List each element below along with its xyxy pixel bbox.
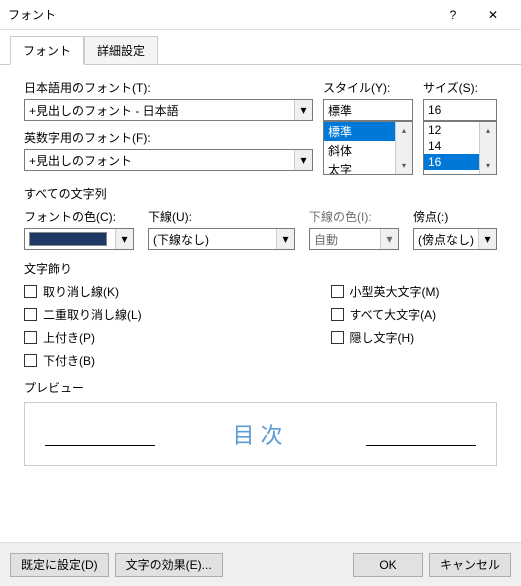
font-color-label: フォントの色(C): xyxy=(24,208,134,225)
chevron-down-icon[interactable]: ▾ xyxy=(276,229,294,249)
underline-combo[interactable]: (下線なし) ▾ xyxy=(148,228,295,250)
jp-font-combo[interactable]: +見出しのフォント - 日本語 ▾ xyxy=(24,99,313,121)
size-input[interactable]: 16 xyxy=(423,99,497,121)
content: 日本語用のフォント(T): +見出しのフォント - 日本語 ▾ 英数字用のフォン… xyxy=(0,65,521,476)
chk-smallcaps[interactable]: 小型英大文字(M) xyxy=(331,283,498,300)
size-label: サイズ(S): xyxy=(423,79,497,96)
chevron-down-icon[interactable]: ▾ xyxy=(478,229,496,249)
color-swatch xyxy=(29,232,107,246)
preview-line xyxy=(366,445,476,446)
underline-color-combo: 自動 ▾ xyxy=(309,228,399,250)
tab-font[interactable]: フォント xyxy=(10,36,84,65)
size-listbox[interactable]: 12 14 16 ▴▾ xyxy=(423,121,497,175)
checkbox-icon xyxy=(24,354,37,367)
scrollbar[interactable]: ▴▾ xyxy=(395,122,412,174)
chk-subscript[interactable]: 下付き(B) xyxy=(24,352,191,369)
emphasis-label: 傍点(:) xyxy=(413,208,497,225)
titlebar: フォント ? ✕ xyxy=(0,0,521,30)
scrollbar[interactable]: ▴▾ xyxy=(479,122,496,174)
chk-superscript[interactable]: 上付き(P) xyxy=(24,329,191,346)
scroll-down-icon[interactable]: ▾ xyxy=(480,157,496,174)
text-effects-button[interactable]: 文字の効果(E)... xyxy=(115,553,223,577)
chk-strikethrough[interactable]: 取り消し線(K) xyxy=(24,283,191,300)
tab-advanced[interactable]: 詳細設定 xyxy=(84,36,158,64)
jp-font-value: +見出しのフォント - 日本語 xyxy=(29,102,179,119)
cancel-button[interactable]: キャンセル xyxy=(429,553,511,577)
scroll-up-icon[interactable]: ▴ xyxy=(396,122,412,139)
style-input[interactable]: 標準 xyxy=(323,99,413,121)
scroll-up-icon[interactable]: ▴ xyxy=(480,122,496,139)
chk-allcaps[interactable]: すべて大文字(A) xyxy=(331,306,498,323)
underline-color-label: 下線の色(I): xyxy=(309,208,399,225)
jp-font-label: 日本語用のフォント(T): xyxy=(24,79,313,96)
help-button[interactable]: ? xyxy=(433,0,473,30)
scroll-down-icon[interactable]: ▾ xyxy=(396,157,412,174)
dialog-title: フォント xyxy=(8,6,433,23)
chk-dbl-strikethrough[interactable]: 二重取り消し線(L) xyxy=(24,306,191,323)
preview-box: 目次 xyxy=(24,402,497,466)
set-default-button[interactable]: 既定に設定(D) xyxy=(10,553,109,577)
ok-button[interactable]: OK xyxy=(353,553,423,577)
footer: 既定に設定(D) 文字の効果(E)... OK キャンセル xyxy=(0,542,521,586)
chevron-down-icon[interactable]: ▾ xyxy=(294,150,312,170)
emphasis-combo[interactable]: (傍点なし) ▾ xyxy=(413,228,497,250)
style-label: スタイル(Y): xyxy=(323,79,413,96)
style-listbox[interactable]: 標準 斜体 太字 ▴▾ xyxy=(323,121,413,175)
checkbox-icon xyxy=(24,285,37,298)
preview-line xyxy=(45,445,155,446)
chk-hidden[interactable]: 隠し文字(H) xyxy=(331,329,498,346)
underline-label: 下線(U): xyxy=(148,208,295,225)
chevron-down-icon[interactable]: ▾ xyxy=(115,229,133,249)
preview-text: 目次 xyxy=(232,418,288,450)
checkbox-icon xyxy=(24,331,37,344)
help-icon: ? xyxy=(450,8,457,22)
checkbox-icon xyxy=(24,308,37,321)
chevron-down-icon: ▾ xyxy=(380,229,398,249)
decoration-title: 文字飾り xyxy=(24,260,497,277)
close-button[interactable]: ✕ xyxy=(473,0,513,30)
checkbox-icon xyxy=(331,331,344,344)
font-color-combo[interactable]: ▾ xyxy=(24,228,134,250)
latin-font-label: 英数字用のフォント(F): xyxy=(24,129,313,146)
all-chars-title: すべての文字列 xyxy=(24,185,497,202)
tab-strip: フォント 詳細設定 xyxy=(0,30,521,65)
latin-font-value: +見出しのフォント xyxy=(29,152,132,169)
close-icon: ✕ xyxy=(488,8,498,22)
chevron-down-icon[interactable]: ▾ xyxy=(294,100,312,120)
preview-title: プレビュー xyxy=(24,379,497,396)
checkbox-icon xyxy=(331,285,344,298)
checkbox-icon xyxy=(331,308,344,321)
latin-font-combo[interactable]: +見出しのフォント ▾ xyxy=(24,149,313,171)
